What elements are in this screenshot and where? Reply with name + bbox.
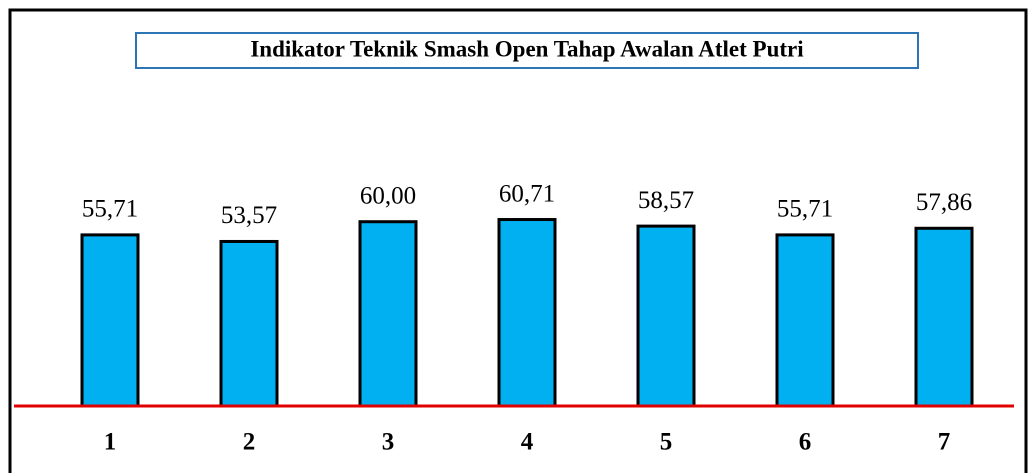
- chart-title: Indikator Teknik Smash Open Tahap Awalan…: [250, 36, 804, 61]
- bar: [914, 226, 974, 408]
- value-label: 55,71: [777, 196, 833, 223]
- bar: [775, 233, 835, 408]
- value-label: 58,57: [638, 187, 694, 214]
- x-tick-label: 1: [104, 429, 117, 456]
- value-label: 60,71: [499, 180, 555, 207]
- x-tick-label: 5: [660, 429, 673, 456]
- x-tick-label: 6: [799, 429, 812, 456]
- x-tick-label: 7: [938, 429, 951, 456]
- bar: [636, 224, 696, 408]
- value-label: 57,86: [916, 189, 972, 216]
- value-label: 60,00: [360, 182, 416, 209]
- bar: [80, 233, 140, 408]
- value-label: 53,57: [221, 202, 277, 229]
- x-tick-label: 2: [243, 429, 256, 456]
- x-tick-label: 3: [382, 429, 395, 456]
- bar: [219, 239, 279, 408]
- value-label: 55,71: [82, 196, 138, 223]
- bar: [497, 218, 557, 408]
- bar: [358, 220, 418, 408]
- x-tick-label: 4: [521, 429, 534, 456]
- title-box: [135, 32, 919, 69]
